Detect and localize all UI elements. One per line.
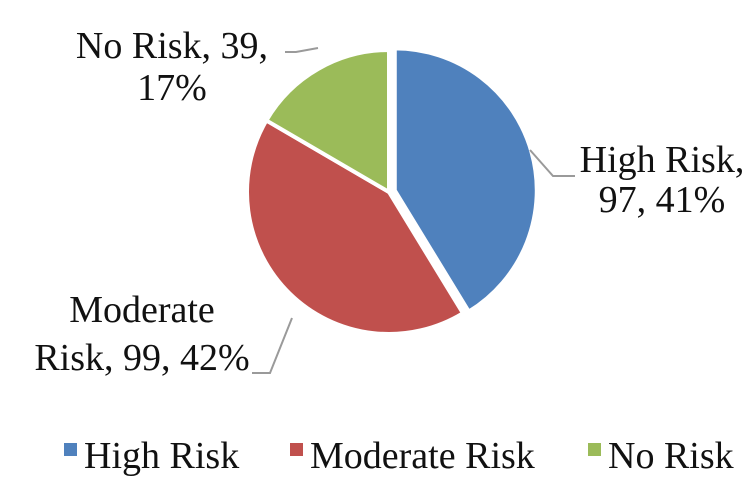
legend-swatch-no-risk xyxy=(588,443,601,456)
data-label-no-risk: 17% xyxy=(137,67,207,109)
data-label-high-risk: 97, 41% xyxy=(599,179,726,221)
data-label-moderate-risk: Moderate xyxy=(69,289,215,331)
leader-lines xyxy=(252,47,575,374)
leader-line-high-risk xyxy=(529,149,575,177)
legend-label-high-risk: High Risk xyxy=(84,435,239,477)
legend: High Risk Moderate Risk No Risk xyxy=(64,435,734,477)
legend-swatch-moderate-risk xyxy=(290,443,303,456)
leader-line-moderate-risk xyxy=(252,317,293,374)
data-label-no-risk: No Risk, 39, xyxy=(76,25,268,67)
data-labels: High Risk,97, 41% Moderate Risk, 99, 42% No… xyxy=(34,25,744,379)
data-label-high-risk: High Risk, xyxy=(580,139,745,181)
legend-label-moderate-risk: Moderate Risk xyxy=(310,435,535,477)
pie-slice-moderate-risk xyxy=(245,117,466,336)
legend-swatch-high-risk xyxy=(64,443,77,456)
data-label-moderate-risk: Risk, 99, 42% xyxy=(34,337,249,379)
pie-slices xyxy=(245,46,539,336)
legend-label-no-risk: No Risk xyxy=(608,435,734,477)
pie-slice-no-risk xyxy=(263,47,391,196)
leader-line-no-risk xyxy=(285,47,319,53)
